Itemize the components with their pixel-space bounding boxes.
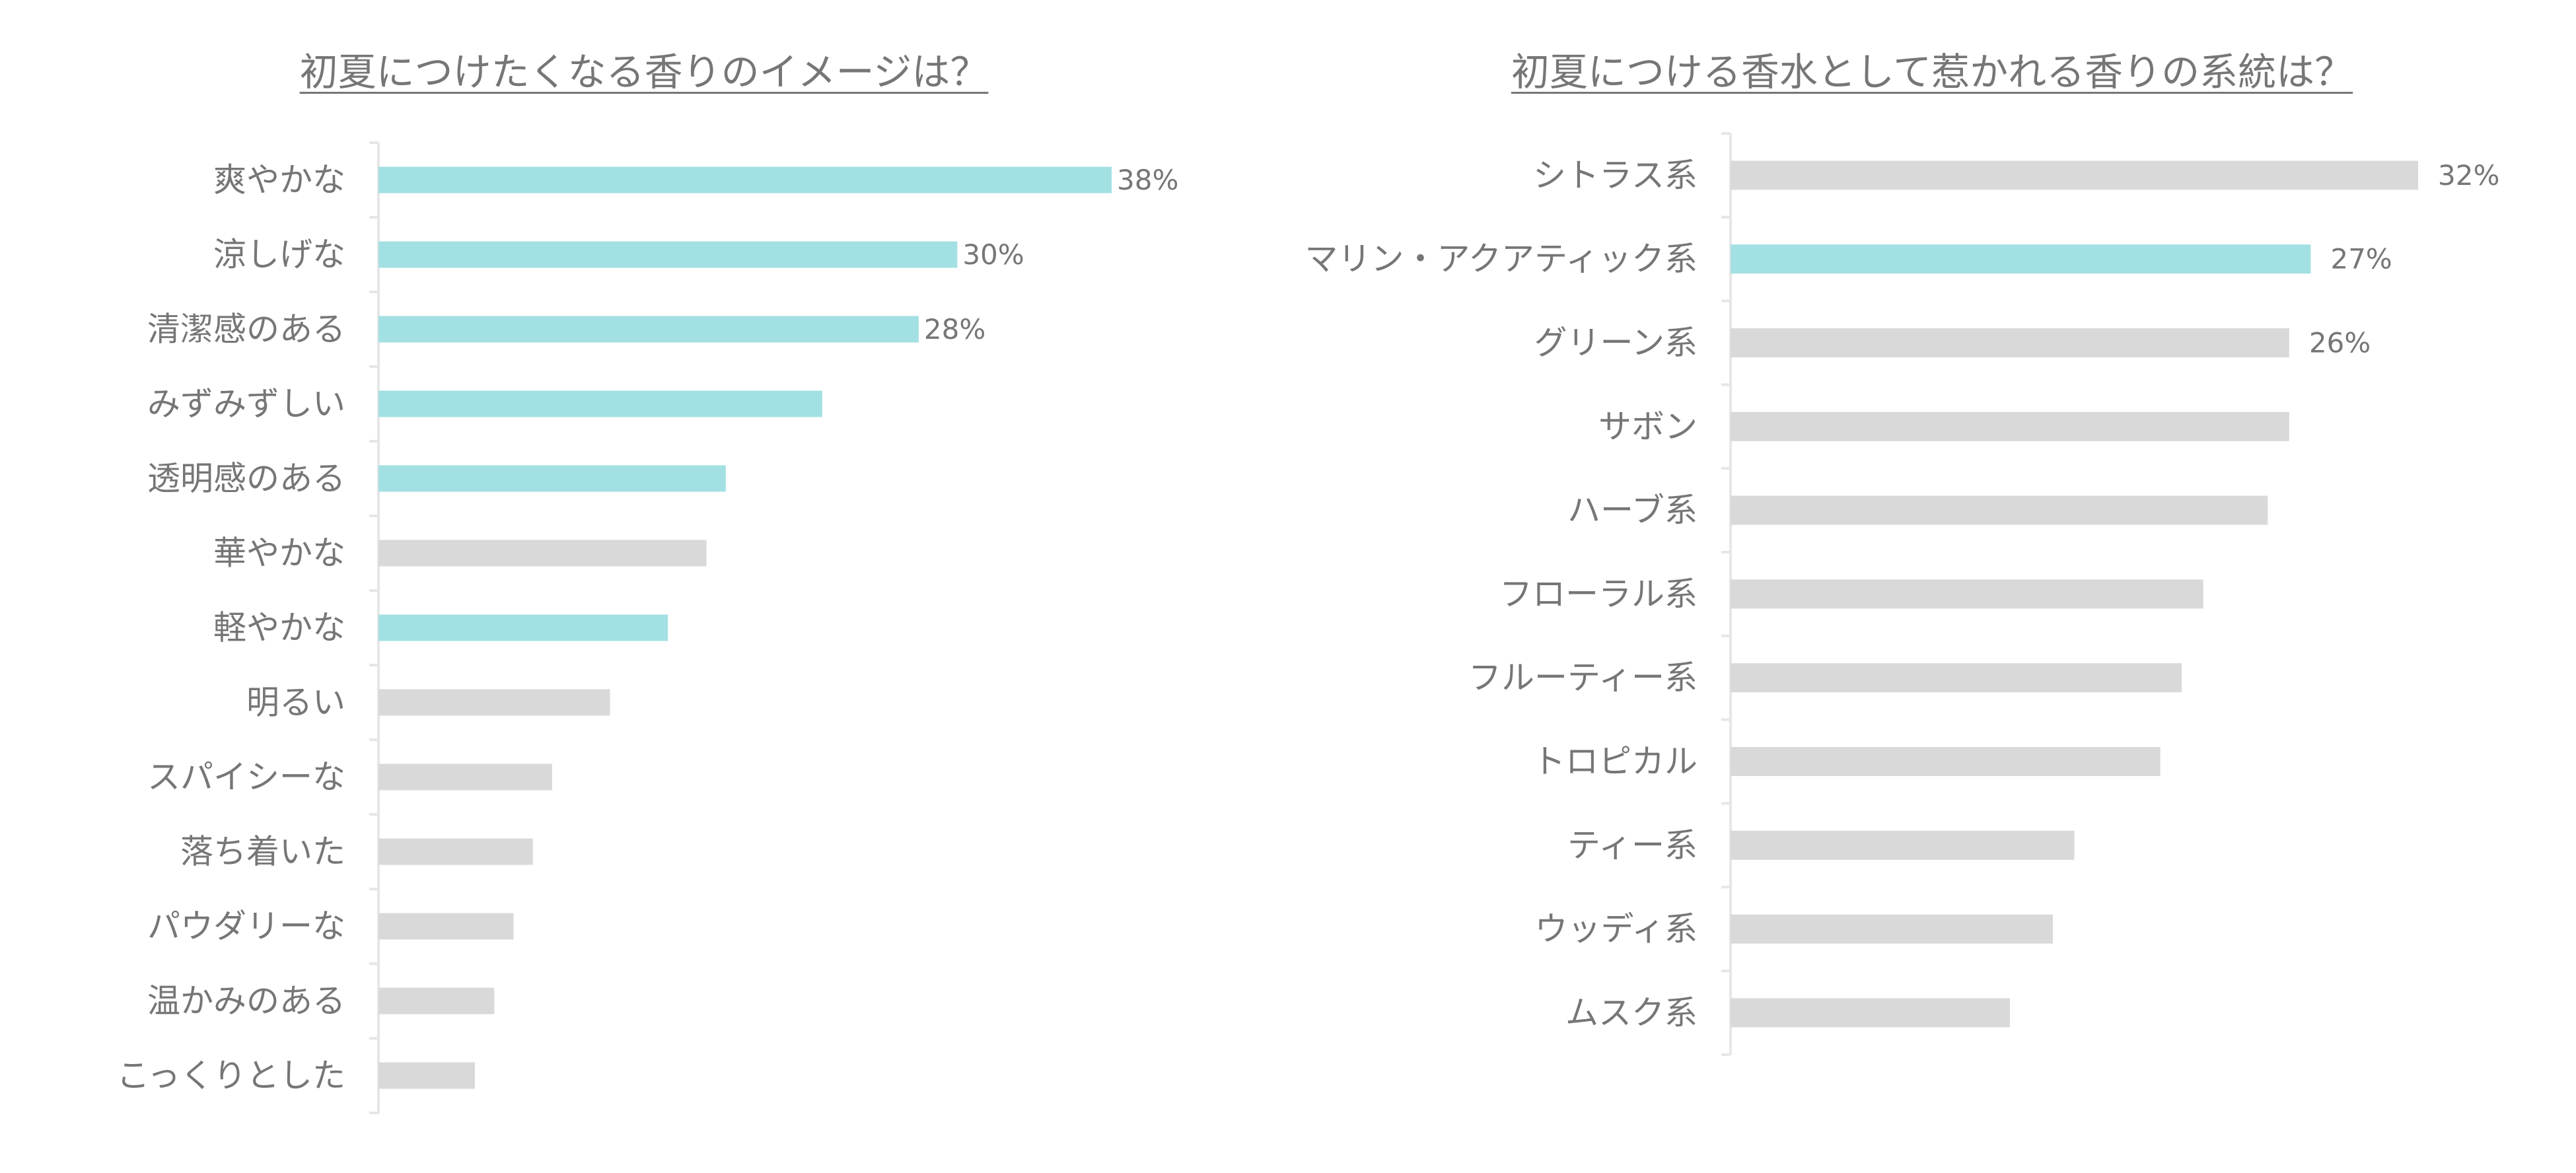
category-label: ティー系 bbox=[1567, 826, 1698, 865]
chart-title: 初夏につけたくなる香りのイメージは？ bbox=[0, 41, 1288, 96]
bar bbox=[1731, 663, 2182, 693]
bar bbox=[378, 316, 919, 343]
category-label: トロピカル bbox=[1532, 742, 1698, 781]
bar bbox=[1731, 998, 2010, 1028]
category-label: ウッディ系 bbox=[1535, 910, 1698, 948]
data-label: 38% bbox=[1117, 164, 1178, 196]
category-label: サボン bbox=[1598, 408, 1698, 446]
category-label: 爽やかな bbox=[213, 161, 345, 199]
bar bbox=[378, 1062, 476, 1089]
bar bbox=[378, 987, 495, 1014]
data-label: 27% bbox=[2330, 243, 2392, 275]
category-label: ハーブ系 bbox=[1567, 491, 1698, 530]
bar bbox=[378, 913, 514, 940]
category-label: みずみずしい bbox=[147, 385, 345, 423]
category-label: 透明感のある bbox=[147, 460, 345, 498]
bar bbox=[1731, 914, 2053, 944]
bar bbox=[1731, 579, 2203, 609]
data-label: 32% bbox=[2438, 159, 2499, 192]
bar bbox=[378, 614, 668, 641]
chart-right-plot: シトラス系 32% マリン・アクアティック系 27% グリーン系 26% サボンハーブ系フロ… bbox=[1305, 132, 2499, 1056]
category-label: マリン・アクアティック系 bbox=[1305, 240, 1698, 278]
category-label: 落ち着いた bbox=[180, 833, 345, 871]
bar bbox=[378, 166, 1112, 194]
category-label: シトラス系 bbox=[1533, 156, 1698, 194]
chart-left-plot: 爽やかな 38% 涼しげな 30% 清潔感のある 28% みずみずしい透明感のある華やかな軽… bbox=[117, 141, 1178, 1114]
category-label: 涼しげな bbox=[213, 236, 345, 274]
bar bbox=[378, 540, 707, 567]
category-label: 温かみのある bbox=[147, 982, 345, 1020]
bar bbox=[378, 689, 610, 716]
chart-title: 初夏につける香水として惹かれる香りの系統は？ bbox=[1288, 41, 2576, 96]
category-label: 華やかな bbox=[213, 534, 345, 573]
category-label: パウダリーな bbox=[147, 907, 345, 946]
category-label: ムスク系 bbox=[1565, 993, 1698, 1032]
bar bbox=[378, 465, 726, 492]
chart-title-text: 初夏につける香水として惹かれる香りの系統は？ bbox=[1511, 50, 2353, 94]
category-label: フルーティー系 bbox=[1468, 658, 1698, 697]
bar bbox=[1731, 160, 2418, 190]
bar bbox=[1731, 747, 2161, 776]
data-label: 26% bbox=[2309, 327, 2371, 359]
data-label: 28% bbox=[924, 313, 985, 345]
category-label: こっくりとした bbox=[117, 1057, 346, 1095]
bar bbox=[378, 241, 958, 268]
bar bbox=[378, 390, 822, 417]
data-label: 30% bbox=[962, 238, 1024, 271]
bar bbox=[1731, 830, 2075, 860]
category-label: 清潔感のある bbox=[147, 310, 345, 349]
bar bbox=[1731, 495, 2268, 525]
category-label: スパイシーな bbox=[147, 758, 345, 797]
category-label: フローラル系 bbox=[1499, 575, 1698, 613]
chart-right: 初夏につける香水として惹かれる香りの系統は？ シトラス系 32% マリン・アクアティ… bbox=[1288, 0, 2576, 1173]
category-label: グリーン系 bbox=[1534, 324, 1698, 362]
chart-title-text: 初夏につけたくなる香りのイメージは？ bbox=[299, 50, 989, 94]
bar bbox=[1731, 244, 2311, 274]
bar bbox=[378, 838, 533, 865]
bar bbox=[378, 764, 552, 791]
category-label: 明るい bbox=[246, 684, 345, 722]
bar bbox=[1731, 328, 2289, 357]
category-label: 軽やかな bbox=[213, 609, 345, 647]
chart-left: 初夏につけたくなる香りのイメージは？ 爽やかな 38% 涼しげな 30% 清潔感のある 2… bbox=[0, 41, 1288, 1114]
bar bbox=[1731, 411, 2289, 441]
